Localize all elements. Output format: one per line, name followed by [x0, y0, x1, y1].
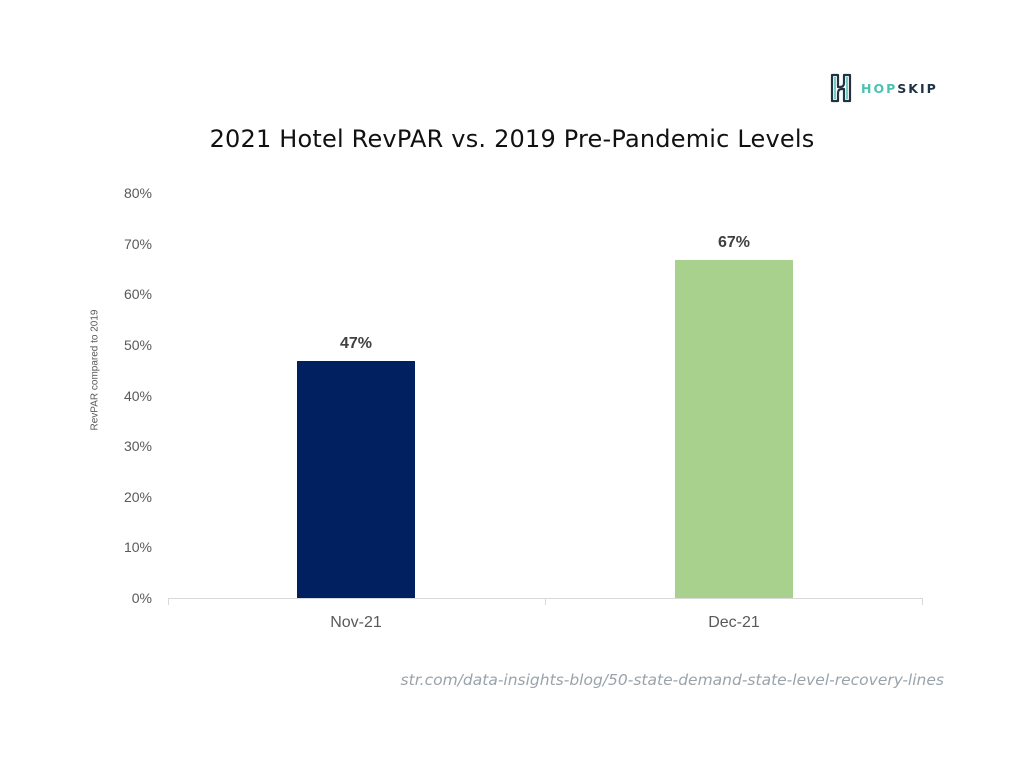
- y-tick-0: 0%: [131, 590, 152, 606]
- y-tick-70: 70%: [123, 236, 152, 252]
- y-axis-label: RevPAR compared to 2019: [89, 309, 101, 431]
- bar-dec-21: [675, 260, 793, 598]
- y-tick-10: 10%: [123, 539, 152, 555]
- y-tick-50: 50%: [123, 337, 152, 353]
- y-tick-80: 80%: [123, 185, 152, 201]
- y-tick-30: 30%: [123, 438, 152, 454]
- hopskip-logo: HOPSKIP: [829, 73, 938, 103]
- x-tick-nov-21: Nov-21: [330, 614, 382, 631]
- x-axis-tick: [545, 598, 546, 605]
- x-axis-tick: [922, 598, 923, 605]
- bar-nov-21: [297, 361, 415, 598]
- logo-text-hop: HOP: [861, 80, 898, 96]
- y-tick-40: 40%: [123, 388, 152, 404]
- hopskip-h-logo-icon: [830, 73, 852, 103]
- x-axis-tick: [168, 598, 169, 605]
- hopskip-wordmark: HOPSKIP: [861, 81, 938, 96]
- source-citation: str.com/data-insights-blog/50-state-dema…: [400, 671, 944, 689]
- bar-value-label-nov-21: 47%: [339, 335, 373, 352]
- logo-text-skip: SKIP: [897, 80, 938, 96]
- chart-title: 2021 Hotel RevPAR vs. 2019 Pre-Pandemic …: [209, 125, 815, 153]
- x-tick-dec-21: Dec-21: [708, 614, 760, 631]
- y-tick-20: 20%: [123, 489, 152, 505]
- bar-value-label-dec-21: 67%: [717, 234, 751, 251]
- y-tick-60: 60%: [123, 286, 152, 302]
